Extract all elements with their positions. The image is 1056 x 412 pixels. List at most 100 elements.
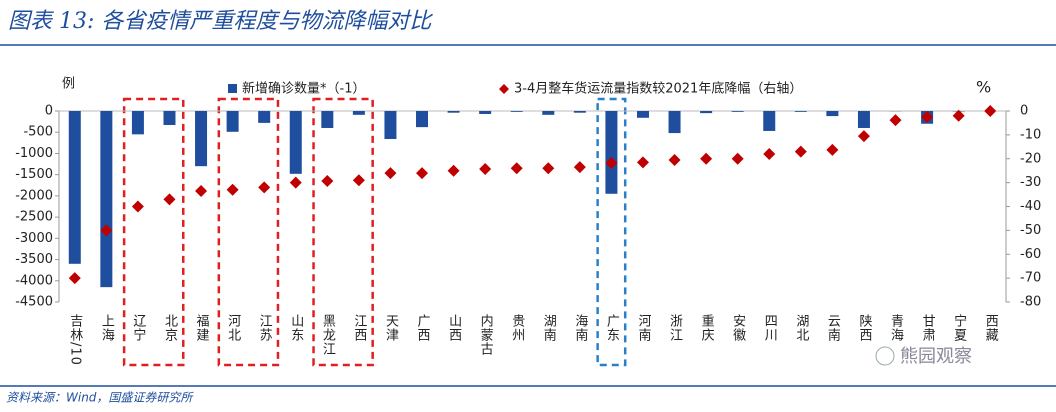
- x-tick-label: 青海: [888, 314, 904, 342]
- y2-tick-label: 0: [1020, 104, 1028, 119]
- marker: [163, 193, 176, 206]
- marker: [952, 109, 965, 122]
- x-tick-label: 湖北: [793, 314, 809, 342]
- marker: [794, 145, 807, 158]
- marker: [384, 167, 397, 180]
- y-tick-label: -3000: [15, 231, 53, 246]
- x-tick-label: 陕西: [856, 314, 872, 342]
- highlight-box: [596, 97, 627, 367]
- marker: [510, 162, 523, 175]
- marker: [479, 163, 492, 176]
- y2-tick-label: -40: [1020, 199, 1041, 214]
- chart-title: 图表 13: 各省疫情严重程度与物流降幅对比: [8, 9, 433, 34]
- y-axis-label: 例: [62, 77, 75, 92]
- y2-tick-label: -30: [1020, 175, 1041, 190]
- bar: [226, 111, 239, 132]
- bar: [131, 111, 144, 135]
- y2-tick-label: -10: [1020, 127, 1041, 142]
- x-tick-label: 宁夏: [951, 313, 967, 342]
- legend-swatch: [499, 84, 509, 94]
- x-tick-label: 贵州: [509, 314, 525, 342]
- y-tick-label: -4500: [15, 295, 53, 310]
- y2-tick-label: -50: [1020, 223, 1041, 238]
- y2-tick-label: -20: [1020, 151, 1041, 166]
- x-tick-label: 海南: [572, 314, 588, 342]
- legend-swatch: [228, 84, 237, 93]
- y-tick-label: -3500: [15, 252, 53, 267]
- marker: [636, 156, 649, 169]
- x-tick-label: 江西: [351, 314, 367, 342]
- marker: [889, 114, 902, 127]
- bar: [195, 111, 208, 167]
- highlight-box: [312, 97, 374, 367]
- marker: [226, 183, 239, 196]
- x-tick-label: 四川: [762, 314, 778, 342]
- bar: [826, 111, 839, 117]
- bar: [605, 111, 618, 194]
- marker: [857, 130, 870, 143]
- y2-tick-label: -60: [1020, 247, 1041, 262]
- y-tick-label: -1500: [15, 167, 53, 182]
- bar: [763, 111, 776, 131]
- x-tick-label: 云南: [825, 314, 841, 342]
- y-tick-label: 0: [45, 104, 53, 119]
- marker: [321, 174, 334, 187]
- marker: [731, 152, 744, 165]
- bar: [68, 111, 81, 264]
- marker: [605, 157, 618, 170]
- marker: [195, 184, 208, 197]
- marker: [763, 147, 776, 160]
- x-tick-label: 湖南: [541, 314, 557, 342]
- marker: [542, 162, 555, 175]
- x-tick-label: 上海: [99, 314, 115, 342]
- bar: [447, 111, 460, 113]
- y2-tick-label: -80: [1020, 295, 1041, 310]
- marker: [984, 105, 997, 117]
- x-tick-label: 山西: [446, 314, 462, 342]
- x-tick-label: 河北: [225, 314, 241, 342]
- x-tick-label: 浙江: [667, 314, 683, 342]
- x-tick-label: 辽宁: [130, 314, 146, 342]
- x-tick-label: 山东: [288, 314, 304, 342]
- watermark: 熊园观察: [900, 346, 972, 367]
- x-tick-label: 西藏: [983, 314, 999, 342]
- bar: [857, 111, 870, 128]
- bar: [794, 111, 807, 112]
- y-tick-label: -4000: [15, 273, 53, 288]
- x-tick-label: 广东: [604, 314, 620, 342]
- x-tick-label: 河南: [635, 314, 651, 342]
- y2-axis-label: %: [976, 78, 991, 97]
- legend-label: 新增确诊数量*（-1）: [242, 81, 365, 97]
- x-tick-label: 内蒙古: [478, 313, 494, 356]
- x-tick-label: 甘肃: [920, 314, 936, 342]
- marker: [668, 153, 681, 166]
- bar: [352, 111, 365, 115]
- marker: [416, 167, 429, 180]
- x-tick-label: 重庆: [699, 313, 715, 342]
- bar: [384, 111, 397, 140]
- legend-label: 3-4月整车货运流量指数较2021年底降幅（右轴）: [514, 81, 802, 97]
- bar: [163, 111, 176, 126]
- highlight-box: [122, 97, 185, 367]
- y-tick-label: -2500: [15, 210, 53, 225]
- watermark-icon: [875, 346, 895, 366]
- x-tick-label: 安徽: [730, 314, 746, 342]
- marker: [68, 272, 81, 285]
- x-tick-label: 吉林/10: [67, 314, 83, 366]
- bar: [700, 111, 713, 114]
- marker: [573, 161, 586, 174]
- highlight-box: [217, 97, 280, 367]
- source: 资料来源：Wind，国盛证券研究所: [6, 391, 194, 405]
- bar: [100, 111, 113, 288]
- bar: [321, 111, 334, 128]
- y-tick-label: -2000: [15, 188, 53, 203]
- bar: [636, 111, 649, 118]
- marker: [826, 143, 839, 156]
- x-tick-label: 黑龙江: [320, 314, 336, 356]
- marker: [289, 176, 302, 189]
- bar: [731, 111, 744, 112]
- x-tick-label: 天津: [383, 314, 399, 342]
- y-tick-label: -500: [23, 125, 53, 140]
- marker: [447, 164, 460, 177]
- marker: [100, 224, 113, 237]
